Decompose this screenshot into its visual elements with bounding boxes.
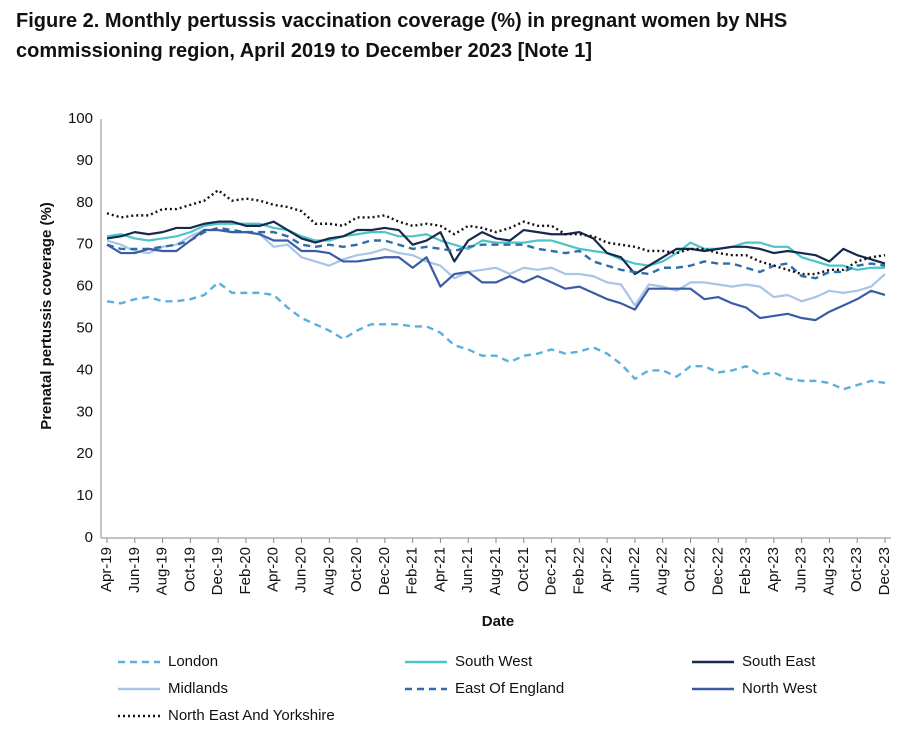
x-tick-label: Apr-22 [598, 547, 615, 592]
legend-label: London [168, 653, 218, 670]
x-tick-label: Oct-19 [181, 547, 198, 592]
legend-label: North East And Yorkshire [168, 707, 335, 724]
x-tick-label: Feb-23 [737, 547, 754, 595]
x-tick-label: Dec-20 [376, 547, 393, 595]
chart-title: Figure 2. Monthly pertussis vaccination … [16, 10, 788, 62]
y-tick-label: 90 [76, 152, 93, 169]
x-tick-label: Dec-23 [876, 547, 893, 595]
x-tick-label: Apr-20 [265, 547, 282, 592]
x-tick-label: Dec-22 [709, 547, 726, 595]
x-tick-label: Dec-21 [543, 547, 560, 595]
x-tick-label: Oct-21 [515, 547, 532, 592]
x-tick-label: Jun-22 [626, 547, 643, 593]
series-line [106, 228, 886, 307]
x-tick-label: Aug-22 [654, 547, 671, 595]
x-tick-label: Dec-19 [209, 547, 226, 595]
y-tick-label: 20 [76, 445, 93, 462]
legend-label: South West [455, 653, 533, 670]
y-tick-label: 100 [68, 110, 93, 127]
legend-label: South East [742, 653, 816, 670]
x-tick-label: Jun-20 [292, 547, 309, 593]
series-line [106, 228, 886, 322]
x-tick-label: Apr-19 [98, 547, 115, 592]
y-tick-label: 80 [76, 194, 93, 211]
y-tick-label: 0 [85, 529, 93, 546]
x-tick-label: Feb-22 [570, 547, 587, 595]
x-tick-label: Aug-21 [487, 547, 504, 595]
series-line [106, 226, 886, 280]
x-tick-label: Aug-19 [154, 547, 171, 595]
x-tick-label: Oct-20 [348, 547, 365, 592]
x-tick-label: Oct-22 [681, 547, 698, 592]
y-tick-label: 40 [76, 361, 93, 378]
x-tick-label: Feb-21 [404, 547, 421, 595]
legend-label: North West [742, 680, 818, 697]
x-tick-label: Jun-21 [459, 547, 476, 593]
x-tick-label: Jun-23 [793, 547, 810, 593]
series-line [106, 220, 886, 276]
y-tick-label: 30 [76, 403, 93, 420]
legend-label: Midlands [168, 680, 228, 697]
x-tick-label: Apr-23 [765, 547, 782, 592]
x-axis-label: Date [482, 613, 515, 630]
y-tick-label: 50 [76, 319, 93, 336]
y-tick-label: 60 [76, 278, 93, 295]
y-axis-label: Prenatal pertussis coverage (%) [38, 202, 55, 430]
series-line [106, 281, 886, 391]
y-tick-label: 70 [76, 236, 93, 253]
x-tick-label: Oct-23 [848, 547, 865, 592]
x-tick-label: Apr-21 [431, 547, 448, 592]
x-tick-label: Aug-20 [320, 547, 337, 595]
x-tick-label: Aug-23 [820, 547, 837, 595]
legend-label: East Of England [455, 680, 564, 697]
x-tick-label: Jun-19 [126, 547, 143, 593]
series-line [106, 189, 886, 276]
x-tick-label: Feb-20 [237, 547, 254, 595]
y-tick-label: 10 [76, 487, 93, 504]
